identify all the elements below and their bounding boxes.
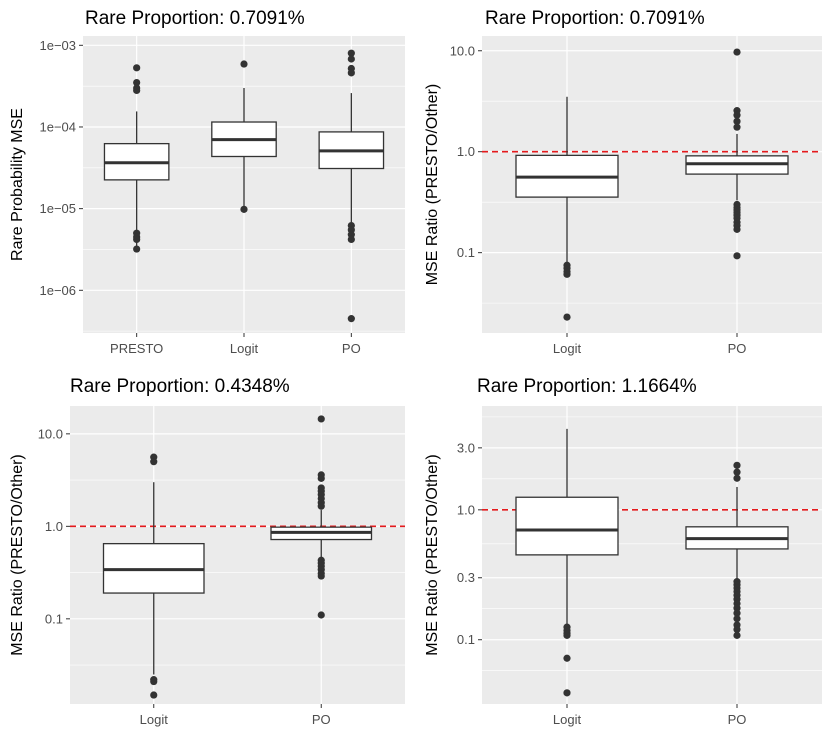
box-logit xyxy=(515,428,619,697)
y-tick-label: 0.1 xyxy=(45,611,63,626)
outlier-point xyxy=(317,474,325,482)
outlier-point xyxy=(317,415,325,423)
y-tick-label: 0.3 xyxy=(457,570,475,585)
y-axis-label: MSE Ratio (PRESTO/Other) xyxy=(9,454,26,656)
x-tick-label: Logit xyxy=(553,712,582,727)
y-tick-label: 0.1 xyxy=(457,632,475,647)
outlier-point xyxy=(563,631,571,639)
outlier-point xyxy=(733,468,741,476)
outlier-point xyxy=(733,123,741,131)
box-po xyxy=(685,461,789,639)
outlier-point xyxy=(347,315,355,323)
outlier-point xyxy=(150,458,158,466)
chart-title: Rare Proportion: 1.1664% xyxy=(477,376,697,397)
y-tick-label: 1e−04 xyxy=(39,119,76,134)
outlier-point xyxy=(317,572,325,580)
outlier-point xyxy=(240,205,248,213)
outlier-point xyxy=(133,86,141,95)
chart-title: Rare Proportion: 0.4348% xyxy=(70,376,290,397)
outlier-point xyxy=(733,225,741,233)
outlier-point xyxy=(347,49,355,57)
chart-title: Rare Proportion: 0.7091% xyxy=(485,8,705,29)
outlier-point xyxy=(133,245,141,253)
outlier-point xyxy=(733,111,741,119)
box-po xyxy=(685,48,789,260)
x-tick-label: Logit xyxy=(553,341,582,356)
panel-1: 1e−06 1e−05 1e−04 1e−03 PRESTO Logit PO Rare Pr… xyxy=(9,8,405,356)
y-tick-label: 10.0 xyxy=(450,43,475,58)
outlier-point xyxy=(133,235,141,244)
y-axis-label: Rare Probability MSE xyxy=(9,108,26,261)
outlier-point xyxy=(563,654,571,662)
panel-2: 0.1 1.0 10.0 Logit PO Rare Proportion: 0.7091… xyxy=(424,8,822,356)
box-logit xyxy=(211,60,277,213)
box-po xyxy=(270,415,373,619)
y-tick-label: 0.1 xyxy=(457,245,475,260)
outlier-point xyxy=(133,78,141,87)
outlier-point xyxy=(733,461,741,469)
panel-4: 0.1 0.3 1.0 3.0 Logit PO Rare Proportion: 1.16… xyxy=(424,376,822,727)
outlier-point xyxy=(240,60,248,68)
panel-3: 0.1 1.0 10.0 Logit PO Rare Proportion: 0.4348… xyxy=(9,376,405,727)
outlier-point xyxy=(563,689,571,697)
outlier-point xyxy=(733,631,741,639)
outlier-point xyxy=(733,117,741,125)
outlier-point xyxy=(733,48,741,56)
outlier-point xyxy=(563,313,571,321)
x-tick-label: PO xyxy=(728,341,747,356)
box-presto xyxy=(103,64,170,253)
x-tick-label: Logit xyxy=(140,712,169,727)
outlier-point xyxy=(133,64,141,72)
y-tick-label: 3.0 xyxy=(457,440,475,455)
y-tick-label: 1e−05 xyxy=(39,201,76,216)
outlier-point xyxy=(733,474,741,482)
outlier-point xyxy=(317,502,325,510)
y-tick-label: 1.0 xyxy=(457,502,475,517)
y-axis-label: MSE Ratio (PRESTO/Other) xyxy=(424,84,441,286)
box-logit xyxy=(515,96,619,321)
outlier-point xyxy=(317,611,325,619)
outlier-point xyxy=(733,604,741,612)
x-tick-label: PO xyxy=(728,712,747,727)
outlier-point xyxy=(733,609,741,617)
outlier-point xyxy=(347,235,355,244)
outlier-point xyxy=(733,252,741,260)
y-tick-label: 1e−06 xyxy=(39,283,76,298)
y-tick-label: 10.0 xyxy=(38,426,63,441)
box-iqr xyxy=(515,496,619,556)
outlier-point xyxy=(733,625,741,634)
box-logit xyxy=(102,453,205,699)
outlier-point xyxy=(733,615,741,623)
outlier-point xyxy=(150,677,158,686)
outlier-point xyxy=(347,55,355,63)
y-tick-label: 1e−03 xyxy=(39,38,76,53)
outlier-point xyxy=(347,69,355,77)
outlier-point xyxy=(563,270,571,278)
chart-title: Rare Proportion: 0.7091% xyxy=(85,8,305,29)
y-axis-label: MSE Ratio (PRESTO/Other) xyxy=(424,454,441,656)
y-tick-label: 1.0 xyxy=(45,519,63,534)
box-po xyxy=(318,49,385,323)
y-tick-label: 1.0 xyxy=(457,144,475,159)
outlier-point xyxy=(150,691,158,699)
x-tick-label: Logit xyxy=(230,341,259,356)
x-tick-label: PO xyxy=(342,341,361,356)
x-tick-label: PRESTO xyxy=(110,341,163,356)
x-tick-label: PO xyxy=(312,712,331,727)
